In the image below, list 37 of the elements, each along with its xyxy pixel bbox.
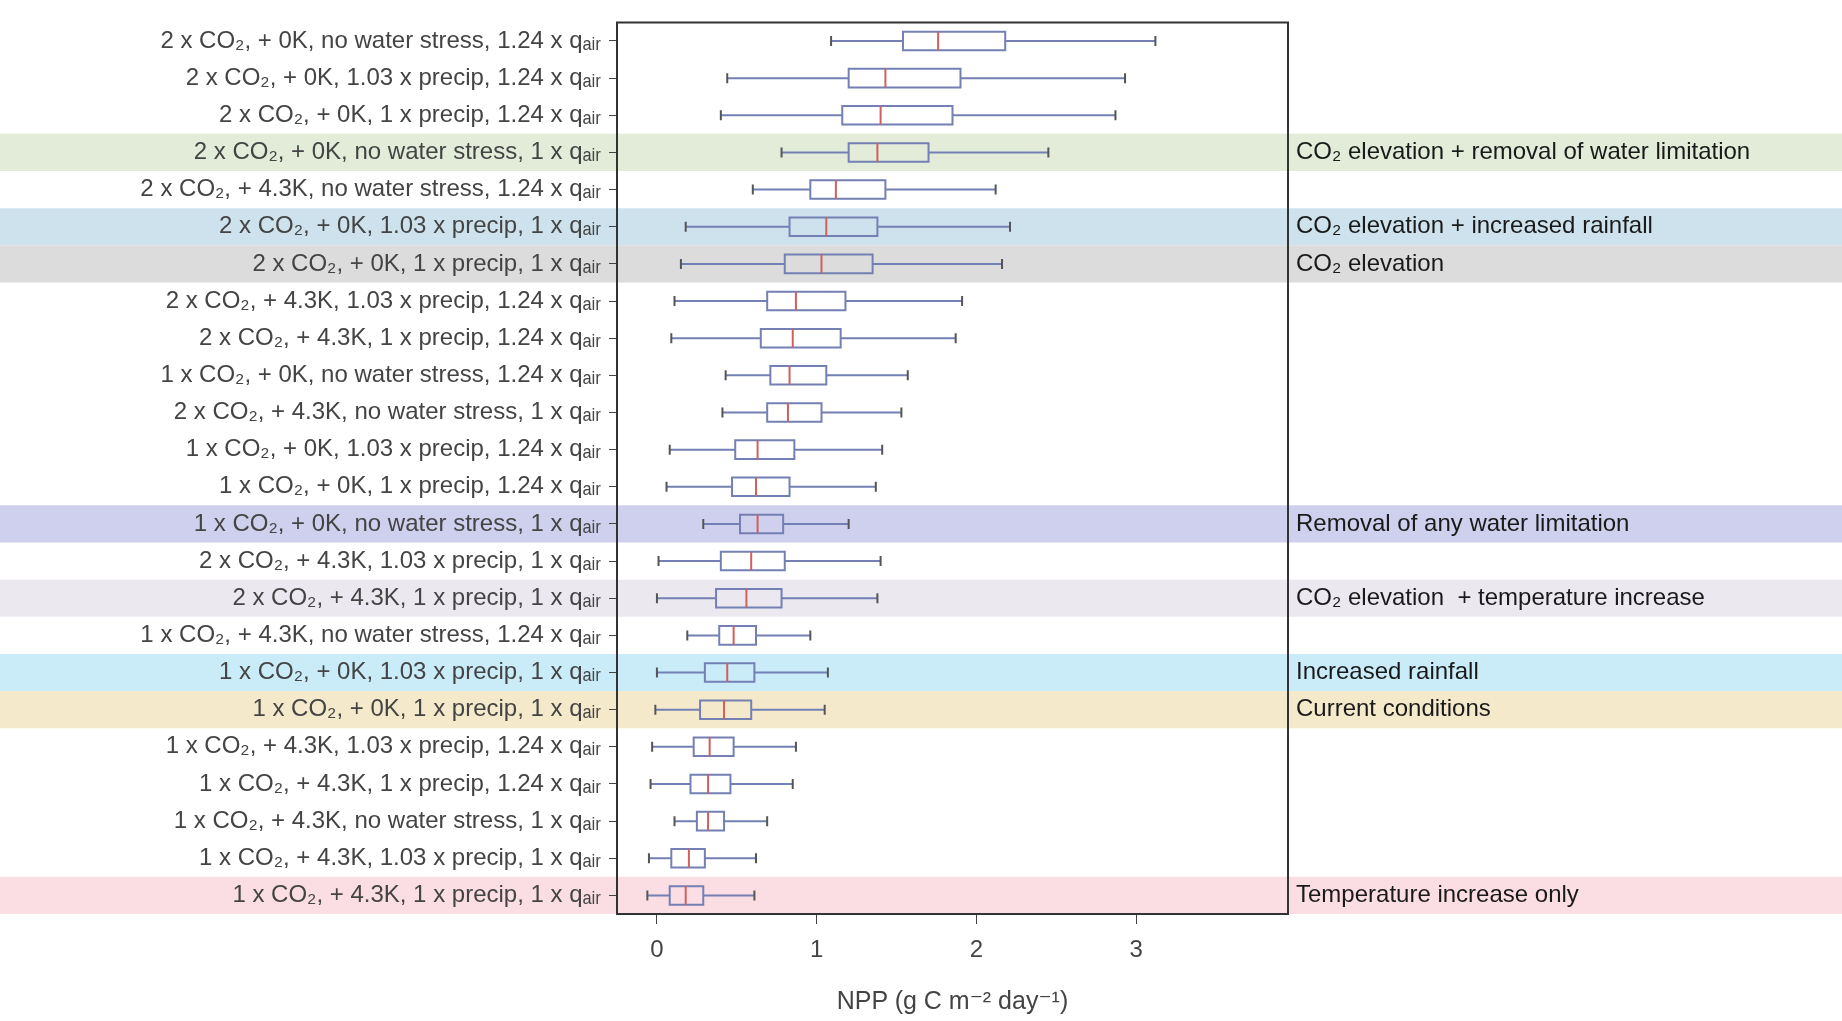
y-tick-label: 2 x CO₂, + 0K, no water stress, 1 x qₐᵢᵣ [193,137,602,165]
x-tick-label: 2 [969,935,984,963]
y-tick-label: 2 x CO₂, + 0K, 1 x precip, 1.24 x qₐᵢᵣ [219,99,602,127]
y-tick-label: 2 x CO₂, + 4.3K, 1 x precip, 1 x qₐᵢᵣ [232,582,602,610]
y-tick-label: 2 x CO₂, + 0K, no water stress, 1.24 x qₐᵢᵣ [160,25,602,53]
band-label: Current conditions [1296,694,1491,722]
y-tick-label: 1 x CO₂, + 0K, 1 x precip, 1.24 x qₐᵢᵣ [219,471,602,499]
y-tick-label: 1 x CO₂, + 0K, 1.03 x precip, 1 x qₐᵢᵣ [219,657,602,685]
y-tick-label: 2 x CO₂, + 4.3K, no water stress, 1.24 x qₐᵢᵣ [140,174,602,202]
y-tick-label: 1 x CO₂, + 4.3K, no water stress, 1 x qₐᵢᵣ [173,805,602,833]
y-tick-label: 1 x CO₂, + 0K, 1 x precip, 1 x qₐᵢᵣ [252,694,602,722]
y-tick-label: 1 x CO₂, + 0K, no water stress, 1 x qₐᵢᵣ [193,508,602,536]
band-label: CO₂ elevation [1296,248,1445,276]
x-tick-label: 1 [810,935,824,963]
y-tick-label: 1 x CO₂, + 0K, 1.03 x precip, 1.24 x qₐᵢᵣ [185,434,602,462]
y-tick-label: 1 x CO₂, + 4.3K, no water stress, 1.24 x qₐᵢᵣ [140,620,602,647]
y-tick-label: 2 x CO₂, + 4.3K, no water stress, 1 x qₐᵢᵣ [173,397,602,425]
y-tick-label: 2 x CO₂, + 4.3K, 1.03 x precip, 1.24 x qₐᵢᵣ [165,285,602,313]
y-tick-label: 2 x CO₂, + 0K, 1.03 x precip, 1 x qₐᵢᵣ [219,211,602,239]
y-tick-label: 2 x CO₂, + 0K, 1.03 x precip, 1.24 x qₐᵢᵣ [185,62,602,90]
y-tick-label: 2 x CO₂, + 4.3K, 1.03 x precip, 1 x qₐᵢᵣ [199,545,602,573]
x-axis-title: NPP (g C m⁻² day⁻¹) [836,985,1069,1014]
band-label: Removal of any water limitation [1296,508,1630,536]
y-tick-label: 1 x CO₂, + 4.3K, 1 x precip, 1 x qₐᵢᵣ [232,880,602,908]
y-tick-label: 2 x CO₂, + 4.3K, 1 x precip, 1.24 x qₐᵢᵣ [199,322,602,350]
y-tick-label: 1 x CO₂, + 0K, no water stress, 1.24 x qₐᵢᵣ [160,359,602,387]
y-tick-label: 1 x CO₂, + 4.3K, 1 x precip, 1.24 x qₐᵢᵣ [199,768,602,796]
band-label: Increased rainfall [1296,657,1479,685]
band-label: CO₂ elevation + increased rainfall [1296,211,1653,239]
y-tick-label: 2 x CO₂, + 0K, 1 x precip, 1 x qₐᵢᵣ [252,248,602,276]
band-label: CO₂ elevation + removal of water limitation [1296,137,1751,165]
band-label: CO₂ elevation + temperature increase [1296,582,1705,610]
band-label: Temperature increase only [1296,880,1579,908]
y-tick-label: 1 x CO₂, + 4.3K, 1.03 x precip, 1 x qₐᵢᵣ [199,842,602,870]
y-tick-label: 1 x CO₂, + 4.3K, 1.03 x precip, 1.24 x qₐᵢᵣ [165,731,602,759]
x-tick-label: 3 [1129,935,1143,963]
x-tick-label: 0 [650,935,664,963]
